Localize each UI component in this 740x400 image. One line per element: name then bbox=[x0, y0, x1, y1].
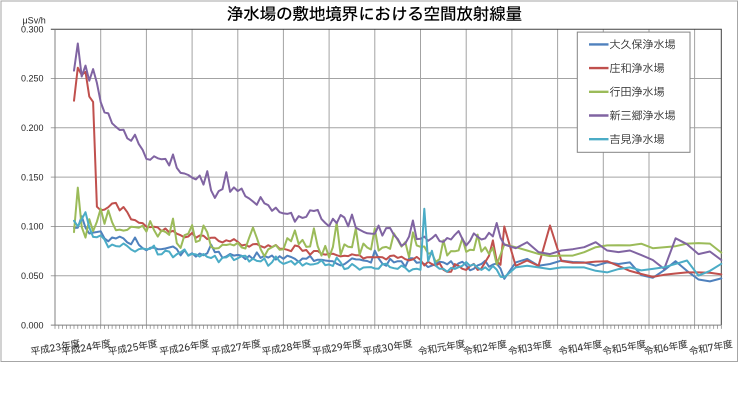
svg-text:0.150: 0.150 bbox=[21, 172, 44, 182]
svg-text:0.250: 0.250 bbox=[21, 74, 44, 84]
svg-text:0.050: 0.050 bbox=[21, 271, 44, 281]
svg-text:0.200: 0.200 bbox=[21, 123, 44, 133]
svg-text:0.000: 0.000 bbox=[21, 320, 44, 330]
svg-text:0.300: 0.300 bbox=[21, 24, 44, 34]
svg-text:μSv/h: μSv/h bbox=[23, 15, 46, 25]
svg-text:0.100: 0.100 bbox=[21, 222, 44, 232]
